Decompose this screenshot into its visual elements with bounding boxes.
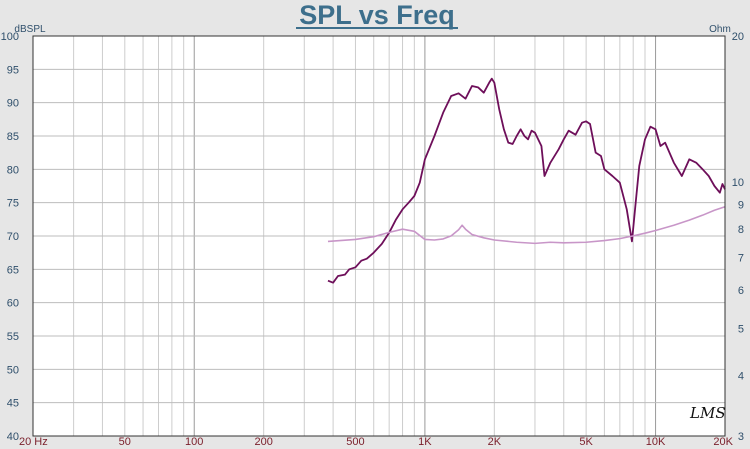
y-right-tick-label: 20 (732, 31, 744, 43)
lms-watermark: LMS (689, 404, 726, 422)
y-left-unit: dBSPL (14, 24, 46, 35)
spl-line (327, 77, 726, 284)
y-left-tick-label: 75 (7, 198, 19, 210)
series-layer (327, 77, 726, 284)
y-left-tick-label: 45 (7, 398, 19, 410)
y-left-tick-label: 85 (7, 131, 19, 143)
y-left-tick-label: 50 (7, 364, 19, 376)
y-left-tick-label: 95 (7, 64, 19, 76)
y-left-tick-label: 70 (7, 231, 19, 243)
x-tick-label: 500 (346, 436, 364, 448)
x-tick-label: 20K (713, 436, 733, 448)
y-right-tick-label: 5 (738, 323, 744, 335)
impedance-line (327, 205, 726, 245)
x-tick-label: 200 (254, 436, 272, 448)
y-left-tick-label: 80 (7, 164, 19, 176)
y-right-tick-label: 8 (738, 224, 744, 236)
y-left-tick-label: 65 (7, 264, 19, 276)
x-tick-label: 50 (119, 436, 131, 448)
x-tick-label: 1K (418, 436, 432, 448)
y-right-tick-label: 4 (738, 370, 744, 382)
x-tick-label: 5K (579, 436, 593, 448)
tick-labels: 20 Hz 50 100 200 500 1K 2K 5K 10K 20K100959085807… (1, 31, 744, 448)
y-right-tick-label: 7 (738, 252, 744, 264)
x-tick-label: 100 (185, 436, 203, 448)
chart-title: SPL vs Freq (299, 0, 455, 30)
y-left-tick-label: 90 (7, 98, 19, 110)
y-right-unit: Ohm (709, 24, 731, 35)
y-left-tick-label: 100 (1, 31, 19, 43)
y-right-tick-label: 9 (738, 199, 744, 211)
x-tick-label: 2K (488, 436, 502, 448)
y-left-tick-label: 40 (7, 431, 19, 443)
x-tick-label: 10K (646, 436, 666, 448)
x-tick-label: 20 Hz (19, 436, 48, 448)
plot-frame (32, 35, 726, 437)
y-right-tick-label: 6 (738, 285, 744, 297)
y-right-tick-label: 10 (732, 177, 744, 189)
y-right-tick-label: 3 (738, 431, 744, 443)
y-left-tick-label: 60 (7, 298, 19, 310)
y-left-tick-label: 55 (7, 331, 19, 343)
